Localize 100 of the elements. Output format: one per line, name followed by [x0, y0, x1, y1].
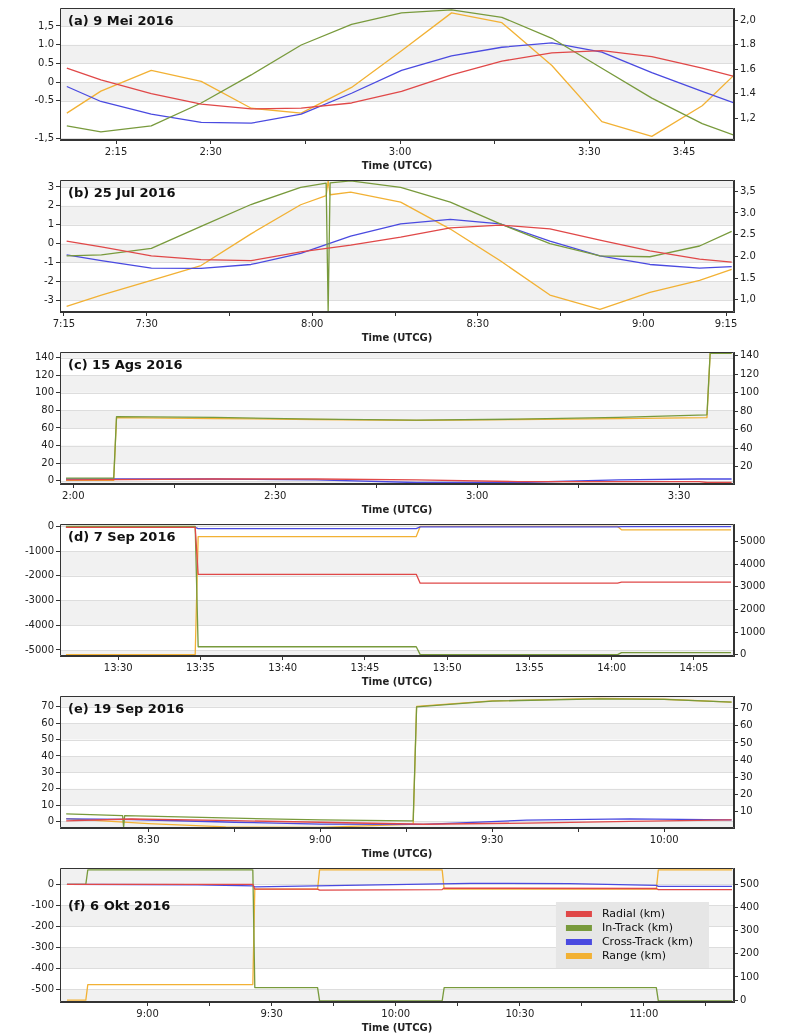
y-tick-label: 1.0 [38, 38, 54, 50]
y-tick-label: 50 [41, 733, 54, 745]
x-tick-label: 9:15 [714, 317, 738, 329]
y2-tick-label: 0 [740, 648, 747, 660]
y2-tick-label: 40 [740, 753, 753, 765]
y2-tick-label: 1,2 [740, 111, 756, 123]
x-tick-label: 13:35 [186, 661, 215, 673]
x-tick-label: 14:00 [597, 661, 627, 673]
y-tick-label: 10 [41, 798, 54, 810]
x-tick-label: 3:30 [667, 489, 691, 501]
x-tick-label: 2:00 [62, 489, 85, 501]
x-tick-label: 10:00 [649, 833, 679, 845]
x-tick-label: 11:00 [629, 1007, 659, 1019]
y2-tick-label: 4000 [740, 557, 766, 569]
y2-tick-label: 1,0 [740, 293, 756, 305]
x-axis-title: Time (UTCG) [361, 675, 433, 687]
y2-tick-label: 2,0 [740, 13, 756, 25]
y2-tick-label: 60 [740, 423, 753, 435]
x-tick-label: 13:40 [268, 661, 298, 673]
y-tick-label: -300 [31, 940, 54, 952]
y2-tick-label: 140 [740, 349, 760, 361]
y2-tick-label: 1000 [740, 625, 766, 637]
y2-tick-label: 2.0 [740, 250, 756, 262]
x-tick-label: 3:00 [388, 145, 412, 157]
x-tick-label: 13:55 [515, 661, 544, 673]
y-tick-label: 30 [41, 765, 54, 777]
text: (f) 6 Okt 2016 [68, 898, 171, 913]
x-tick-label: 10:00 [381, 1007, 411, 1019]
y-tick-label: -4000 [24, 618, 54, 630]
y2-tick-label: 500 [740, 877, 760, 889]
y-tick-label: -2 [44, 274, 54, 286]
x-tick-label: 3:00 [465, 489, 489, 501]
y-tick-label: 1,5 [38, 19, 54, 31]
x-tick-label: 9:30 [481, 833, 504, 845]
y2-tick-label: 3000 [740, 580, 766, 592]
y-tick-label: 140 [34, 351, 54, 363]
legend-label: Radial (km) [601, 906, 666, 920]
y-tick-label: 0 [47, 877, 54, 889]
legend-label: In-Track (km) [601, 920, 674, 934]
y2-tick-label: 2000 [740, 603, 766, 614]
y2-tick-label: 10 [740, 805, 753, 817]
x-tick-label: 13:50 [432, 661, 462, 673]
y2-tick-label: 30 [740, 770, 753, 782]
y-tick-label: 0 [47, 519, 54, 531]
x-axis-title: Time (UTCG) [361, 331, 433, 343]
y-tick-label: -100 [31, 898, 54, 910]
x-tick-label: 8:30 [137, 833, 160, 845]
y2-tick-label: 20 [740, 787, 753, 799]
chart-title: (a) 9 Mei 2016 [68, 13, 174, 28]
x-tick-label: 3:30 [578, 145, 601, 157]
y2-tick-label: 300 [740, 924, 760, 936]
x-tick-label: 9:30 [260, 1007, 283, 1019]
y2-tick-label: 2.5 [740, 228, 756, 240]
y2-tick-label: 3,5 [740, 184, 756, 196]
x-tick-label: 7:30 [135, 317, 158, 329]
y2-tick-label: 20 [740, 460, 753, 472]
chart-title: (e) 19 Sep 2016 [68, 701, 185, 716]
x-tick-label: 14:05 [679, 661, 709, 673]
y-tick-label: -3000 [24, 594, 54, 606]
x-tick-label: 13:30 [103, 661, 133, 673]
x-tick-label: 2:15 [104, 145, 128, 157]
y-tick-label: -2000 [24, 569, 54, 581]
y2-tick-label: 100 [740, 386, 760, 398]
y-tick-label: 0 [47, 75, 54, 87]
y-tick-label: 2 [47, 199, 54, 211]
y-tick-label: -500 [31, 982, 54, 994]
legend-label: Range (km) [601, 948, 666, 962]
y-tick-label: -3 [44, 293, 54, 305]
x-tick-label: 3:45 [672, 145, 696, 157]
y2-tick-label: 200 [740, 947, 760, 959]
y2-tick-label: 80 [740, 404, 753, 416]
text: (b) 25 Jul 2016 [68, 185, 176, 200]
x-axis-title: Time (UTCG) [361, 503, 433, 515]
y2-tick-label: 1.5 [740, 271, 756, 283]
y-tick-label: 70 [41, 700, 54, 712]
x-tick-label: 8:00 [301, 317, 324, 329]
x-axis-title: Time (UTCG) [361, 159, 433, 171]
y2-tick-label: 1.8 [740, 38, 756, 50]
y-tick-label: 0 [47, 474, 54, 486]
y-tick-label: 0.5 [38, 56, 54, 68]
y2-tick-label: 100 [740, 970, 760, 982]
y-tick-label: 40 [41, 749, 54, 761]
y-tick-label: 80 [41, 403, 54, 415]
y2-tick-label: 50 [740, 736, 753, 748]
y-tick-label: 0 [47, 815, 54, 827]
x-axis-title: Time (UTCG) [361, 847, 433, 859]
y2-tick-label: 60 [740, 719, 753, 731]
x-tick-label: 2:30 [199, 145, 222, 157]
y2-tick-label: 40 [740, 441, 753, 453]
y-tick-label: 40 [41, 439, 54, 451]
y-tick-label: 100 [34, 386, 54, 398]
y2-tick-label: 1.4 [740, 87, 756, 99]
y-tick-label: -0.5 [34, 94, 54, 106]
y-tick-label: 3 [47, 180, 54, 192]
y-tick-label: 60 [41, 716, 54, 728]
y-tick-label: -1000 [24, 544, 54, 556]
x-tick-label: 9:00 [309, 833, 332, 845]
y-tick-label: -5000 [24, 643, 54, 655]
x-tick-label: 10:30 [505, 1007, 535, 1019]
x-tick-label: 7:15 [52, 317, 76, 329]
